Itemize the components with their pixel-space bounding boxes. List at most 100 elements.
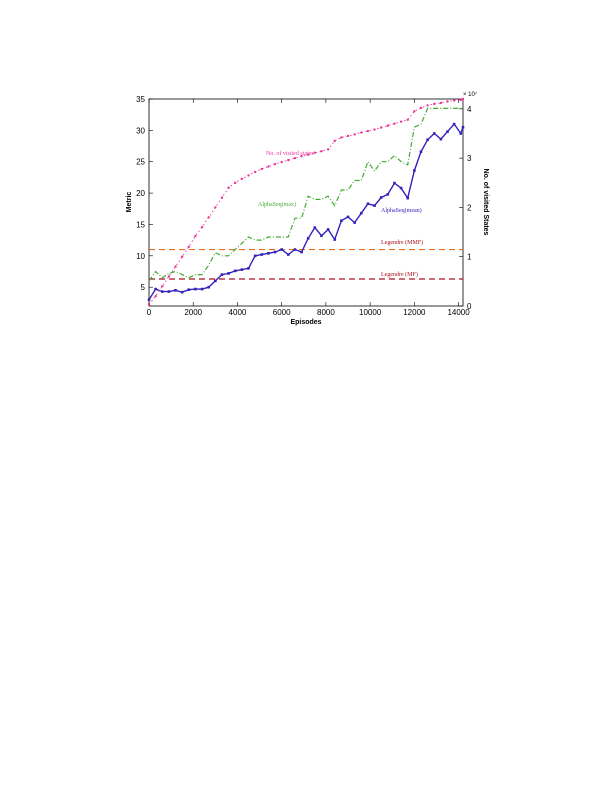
right-axis-multiplier: × 10⁷	[463, 91, 477, 98]
data-point-visited-states	[280, 160, 283, 164]
y-right-tick-label: 3	[467, 154, 472, 163]
data-point-alphaseq-mean	[353, 221, 356, 224]
data-point-alphaseq-mean	[267, 252, 270, 255]
data-point-alphaseq-mean	[300, 250, 303, 254]
data-point-visited-states	[287, 158, 290, 162]
reference-lines	[149, 248, 463, 280]
data-point-visited-states	[220, 196, 224, 199]
x-tick-label: 8000	[317, 308, 335, 317]
data-point-visited-states	[174, 265, 177, 268]
x-tick-label: 14000	[447, 308, 470, 317]
data-point-visited-states	[293, 156, 297, 160]
data-point-alphaseq-mean	[207, 285, 211, 289]
y-tick-label: 30	[136, 126, 145, 135]
data-point-alphaseq-mean	[167, 290, 171, 293]
data-point-visited-states	[426, 104, 429, 107]
data-point-visited-states	[439, 101, 443, 105]
data-point-alphaseq-mean	[240, 268, 244, 271]
data-point-alphaseq-mean	[340, 219, 343, 222]
data-point-visited-states	[419, 106, 423, 110]
y-tick-label: 25	[136, 158, 145, 167]
data-point-alphaseq-mean	[306, 236, 310, 240]
data-point-alphaseq-mean	[194, 287, 197, 291]
data-point-visited-states	[194, 234, 197, 238]
y-tick-label: 10	[136, 252, 145, 261]
x-tick-label: 0	[147, 308, 152, 317]
data-point-alphaseq-mean	[426, 138, 429, 142]
data-point-visited-states	[393, 122, 396, 125]
y-axis-label: Metric	[126, 192, 133, 213]
data-point-alphaseq-mean	[247, 267, 250, 270]
data-point-alphaseq-mean	[233, 269, 237, 273]
data-point-alphaseq-mean	[439, 137, 443, 141]
data-point-alphaseq-mean	[273, 250, 277, 254]
data-point-alphaseq-mean	[326, 228, 330, 231]
data-point-visited-states	[340, 136, 343, 139]
data-point-visited-states	[180, 255, 184, 258]
data-point-visited-states	[360, 131, 363, 134]
plot-area-frame	[148, 98, 464, 307]
annotation-alphaseq-mean: AlphaSeq(mean)	[381, 207, 422, 214]
series-line-alphaseq-max	[148, 107, 463, 282]
data-point-visited-states	[260, 167, 263, 171]
data-point-alphaseq-mean	[253, 254, 257, 258]
data-point-visited-states	[207, 216, 210, 219]
data-point-alphaseq-mean	[260, 253, 264, 256]
data-point-visited-states	[320, 150, 323, 153]
data-point-visited-states	[399, 120, 403, 123]
data-point-alphaseq-mean	[346, 215, 350, 219]
data-point-visited-states	[446, 100, 449, 103]
data-point-visited-states	[187, 245, 191, 249]
data-point-visited-states	[461, 97, 465, 101]
x-tick-label: 12000	[403, 308, 426, 317]
data-point-alphaseq-mean	[459, 132, 463, 135]
data-point-alphaseq-mean	[461, 125, 465, 129]
data-point-visited-states	[267, 165, 270, 168]
data-point-alphaseq-mean	[313, 226, 317, 229]
data-point-alphaseq-mean	[154, 287, 157, 291]
data-point-alphaseq-mean	[366, 202, 370, 206]
series-lines	[147, 97, 465, 306]
x-tick-label: 4000	[229, 308, 247, 317]
data-point-alphaseq-mean	[373, 204, 376, 207]
data-point-visited-states	[300, 154, 303, 158]
y-right-axis-label: No. of visited States	[482, 169, 489, 236]
data-point-visited-states	[313, 151, 317, 154]
data-point-visited-states	[406, 118, 409, 121]
y-tick-label: 20	[136, 189, 145, 198]
annotation-legendre-mf: Legendre (MF)	[381, 271, 418, 278]
y-tick-label: 15	[136, 220, 145, 229]
annotation-legendre-mmf: Legendre (MMF)	[381, 239, 423, 246]
data-point-visited-states	[227, 186, 230, 189]
data-point-visited-states	[214, 206, 217, 209]
x-tick-label: 6000	[273, 308, 291, 317]
data-point-alphaseq-mean	[180, 290, 184, 294]
data-point-visited-states	[366, 129, 370, 133]
y-tick-label: 35	[136, 95, 145, 104]
data-point-visited-states	[247, 174, 250, 177]
data-point-alphaseq-mean	[359, 211, 363, 215]
data-point-visited-states	[273, 162, 277, 166]
data-point-alphaseq-mean	[147, 298, 151, 302]
data-point-visited-states	[452, 99, 456, 102]
data-point-visited-states	[413, 110, 416, 113]
data-point-alphaseq-mean	[393, 181, 396, 185]
data-point-visited-states	[386, 124, 390, 127]
y-right-tick-label: 0	[467, 302, 472, 311]
y-right-tick-label: 1	[467, 253, 472, 262]
data-point-alphaseq-mean	[214, 279, 217, 283]
data-point-alphaseq-mean	[413, 169, 416, 172]
axis-ticks: 0 2000 4000 6000 8000 10000 12000 1400051015202…	[136, 95, 472, 317]
x-axis-label: Episodes	[290, 319, 321, 326]
data-point-visited-states	[307, 153, 310, 156]
data-point-visited-states	[161, 285, 164, 288]
data-point-visited-states	[333, 139, 336, 143]
data-point-alphaseq-mean	[446, 130, 449, 133]
data-point-alphaseq-mean	[333, 238, 337, 241]
data-point-visited-states	[326, 148, 330, 151]
data-point-alphaseq-mean	[432, 132, 436, 135]
data-point-visited-states	[379, 126, 383, 129]
data-point-visited-states	[200, 225, 204, 229]
x-tick-label: 10000	[359, 308, 382, 317]
data-point-alphaseq-mean	[287, 253, 290, 256]
